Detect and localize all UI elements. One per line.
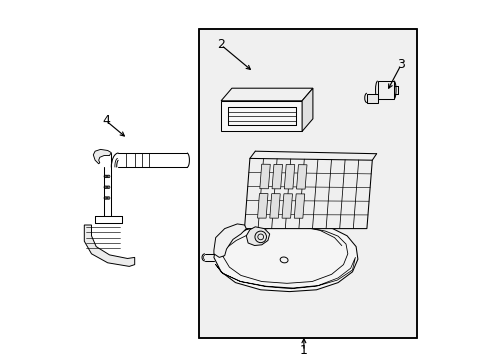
Polygon shape <box>302 88 312 131</box>
Polygon shape <box>221 88 312 101</box>
Polygon shape <box>282 194 292 218</box>
Bar <box>199 29 416 338</box>
Polygon shape <box>259 164 270 189</box>
Polygon shape <box>271 165 282 189</box>
Polygon shape <box>269 194 280 218</box>
Bar <box>199 29 416 338</box>
Polygon shape <box>93 149 111 164</box>
Polygon shape <box>377 81 393 99</box>
Polygon shape <box>84 225 134 266</box>
Polygon shape <box>213 222 357 292</box>
Polygon shape <box>296 165 306 189</box>
Polygon shape <box>246 227 269 246</box>
Text: 4: 4 <box>102 114 110 127</box>
Polygon shape <box>221 101 302 131</box>
Polygon shape <box>244 158 371 229</box>
Polygon shape <box>213 224 246 257</box>
Polygon shape <box>366 94 377 103</box>
Text: 3: 3 <box>396 58 404 71</box>
Text: 2: 2 <box>217 39 224 51</box>
Polygon shape <box>284 165 294 189</box>
Text: 1: 1 <box>299 345 307 357</box>
Polygon shape <box>257 194 267 218</box>
Polygon shape <box>294 194 304 218</box>
